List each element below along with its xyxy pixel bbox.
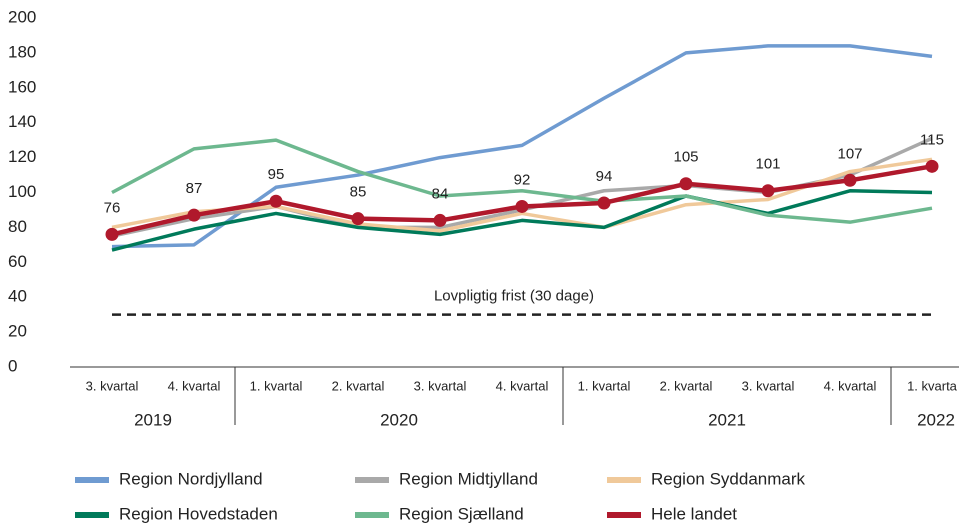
y-tick-label: 60 [8,252,27,271]
x-tick-label: 3. kvartal [414,378,467,393]
data-label: 87 [186,180,203,197]
legend-label: Region Syddanmark [651,469,806,488]
data-label: 95 [268,166,285,183]
legend-label: Region Hovedstaden [119,504,278,523]
data-label: 92 [514,171,531,188]
x-tick-label: 4. kvartal [496,378,549,393]
x-tick-label: 1. kvartal [578,378,631,393]
reference-label: Lovpligtig frist (30 dage) [434,288,594,305]
y-tick-label: 80 [8,217,27,236]
year-label: 2022 [917,410,955,429]
marker [187,208,201,222]
marker [597,196,611,210]
x-tick-label: 4. kvartal [168,378,221,393]
y-tick-label: 180 [8,42,36,61]
marker [105,227,119,241]
legend-label: Hele landet [651,504,737,523]
marker [269,194,283,208]
y-tick-label: 0 [8,356,17,375]
x-tick-label: 2. kvartal [332,378,385,393]
marker [761,184,775,198]
data-label: 115 [920,131,944,148]
series-line [111,138,933,224]
y-tick-label: 100 [8,182,36,201]
x-tick-label: 4. kvartal [824,378,877,393]
x-tick-label: 3. kvartal [742,378,795,393]
y-tick-label: 20 [8,322,27,341]
marker [925,159,939,173]
series-line [111,157,933,233]
legend-label: Region Midtjylland [399,469,538,488]
x-tick-label: 1. kvartal [250,378,303,393]
marker [351,212,365,226]
legend-label: Region Nordjylland [119,469,263,488]
marker [679,177,693,191]
marker [433,213,447,227]
x-tick-label: 1. kvarta [907,378,958,393]
data-label: 94 [596,168,613,185]
marker [515,199,529,213]
data-label: 84 [432,185,449,202]
marker [843,173,857,187]
y-tick-label: 160 [8,77,36,96]
y-tick-label: 200 [8,7,36,26]
series-line [111,189,933,252]
data-label: 85 [350,184,367,201]
data-label: 107 [837,145,862,162]
year-label: 2021 [708,410,746,429]
data-label: 105 [673,149,698,166]
data-label: 76 [104,199,121,216]
legend-label: Region Sjælland [399,504,524,523]
year-label: 2019 [134,410,172,429]
year-label: 2020 [380,410,418,429]
x-tick-label: 3. kvartal [86,378,139,393]
y-tick-label: 40 [8,287,27,306]
data-label: 101 [755,156,780,173]
y-tick-label: 120 [8,147,36,166]
y-tick-label: 140 [8,112,36,131]
x-tick-label: 2. kvartal [660,378,713,393]
